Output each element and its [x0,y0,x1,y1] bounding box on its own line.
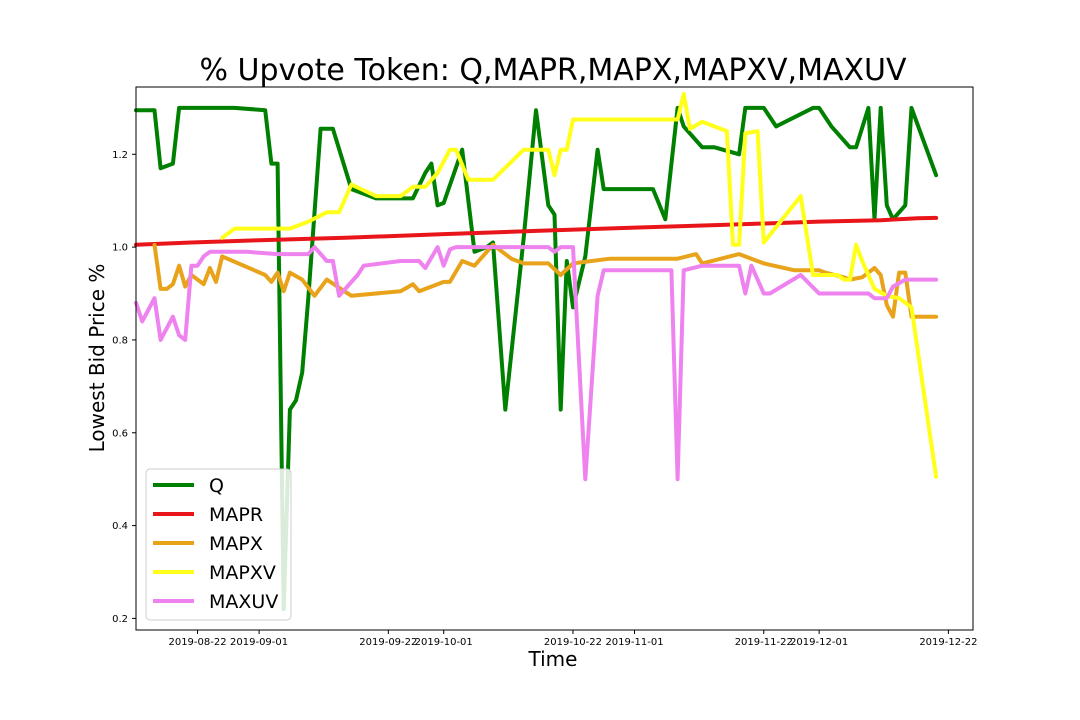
x-tick-label: 2019-09-01 [230,637,288,648]
x-tick-label: 2019-12-22 [919,637,977,648]
legend-label-q: Q [209,475,224,497]
y-tick-label: 0.6 [112,428,128,439]
x-tick-label: 2019-12-01 [790,637,848,648]
y-axis-label: Lowest Bid Price % [85,264,109,453]
plot-area: 0.2 0.4 0.6 0.8 1.0 1.2 2019-08-22 2019-09-01 20… [112,86,977,648]
y-tick-label: 1.0 [112,243,128,254]
legend-label-maxuv: MAXUV [209,591,278,613]
x-tick-label: 2019-11-01 [605,637,663,648]
legend-label-mapx: MAPX [209,533,263,555]
legend-label-mapxv: MAPXV [209,562,276,584]
x-tick-label: 2019-09-22 [359,637,417,648]
series-line-q [134,105,939,612]
legend-box [145,468,292,621]
x-axis-label: Time [528,647,578,671]
x-tick-label: 2019-10-22 [544,637,602,648]
y-tick-label: 1.2 [112,150,128,161]
series-line-mapxv [220,92,939,479]
plot-frame [135,86,974,631]
chart-title: % Upvote Token: Q,MAPR,MAPX,MAPXV,MAXUV [199,53,907,88]
legend-label-mapr: MAPR [209,504,263,526]
y-tick-label: 0.4 [112,521,128,532]
x-tick-label: 2019-11-22 [735,637,793,648]
y-tick-label: 0.8 [112,335,128,346]
series-line-mapr [134,215,939,247]
series-line-maxuv [134,245,939,482]
x-tick-label: 2019-10-01 [415,637,473,648]
y-tick-label: 0.2 [112,614,128,625]
x-tick-label: 2019-08-22 [168,637,226,648]
legend: Q MAPR MAPX MAPXV MAXUV [145,468,292,621]
